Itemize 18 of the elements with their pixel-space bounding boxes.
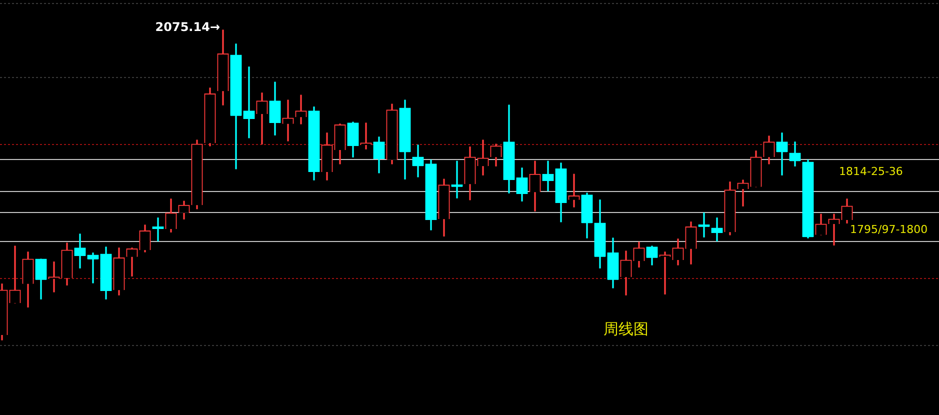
candlestick (87, 252, 99, 284)
candlestick (243, 66, 255, 138)
candlestick (282, 100, 294, 142)
annotation: 2075.14→ (155, 20, 220, 34)
candlestick (542, 160, 554, 192)
candlestick (152, 218, 164, 242)
candlestick (360, 122, 372, 150)
candlestick (74, 234, 86, 268)
annotation: 周线图 (604, 320, 648, 338)
candlestick (776, 132, 788, 176)
annotation: 1795/97-1800 (850, 222, 928, 236)
annotation: 1814-25-36 (839, 164, 903, 178)
candlestick (737, 180, 749, 206)
candlestick (295, 94, 307, 124)
candlestick (828, 214, 840, 246)
candlestick (477, 140, 489, 176)
candlestick (568, 174, 580, 208)
candlestick (711, 218, 723, 242)
